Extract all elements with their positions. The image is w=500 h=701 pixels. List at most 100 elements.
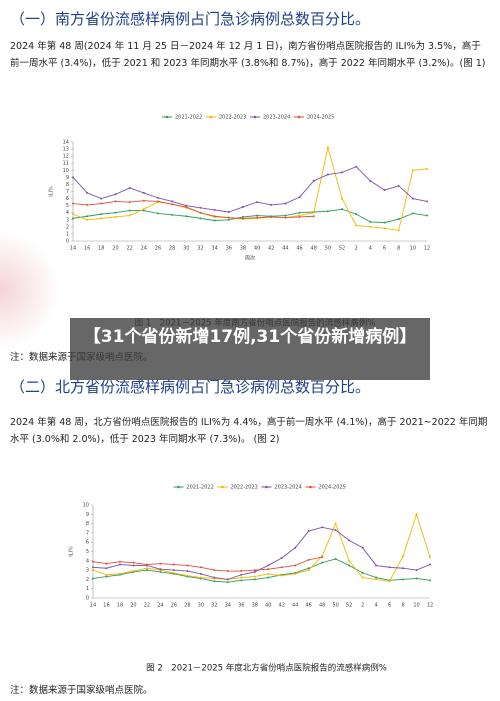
data-point [86, 191, 89, 194]
y-tick-label: 13 [63, 147, 69, 153]
data-point [298, 215, 301, 218]
data-point [145, 563, 148, 566]
data-point [397, 184, 400, 187]
data-point [321, 561, 324, 564]
x-tick-label: 46 [296, 246, 302, 252]
data-point [132, 561, 135, 564]
data-point [388, 566, 391, 569]
x-tick-label: 52 [346, 603, 352, 609]
data-point [86, 203, 89, 206]
legend-label: 2024-2025 [319, 485, 346, 491]
data-point [270, 203, 273, 206]
x-tick-label: 4 [369, 246, 372, 252]
data-point [213, 208, 216, 211]
y-tick-label: 4 [86, 558, 89, 564]
data-point [294, 564, 297, 567]
x-tick-label: 30 [198, 603, 204, 609]
data-point [294, 546, 297, 549]
data-point [199, 576, 202, 579]
data-point [280, 557, 283, 560]
data-point [156, 200, 159, 203]
x-tick-label: 18 [98, 246, 104, 252]
data-point [361, 571, 364, 574]
y-tick-label: 7 [86, 530, 89, 536]
x-tick-label: 14 [90, 603, 96, 609]
data-point [114, 193, 117, 196]
heading: （一）南方省份流感样病例占门急诊病例总数百分比。 [10, 10, 371, 28]
data-point [226, 578, 229, 581]
x-tick-label: 48 [319, 603, 325, 609]
x-tick-label: 22 [144, 603, 150, 609]
x-tick-label: 22 [126, 246, 132, 252]
series-line [72, 200, 314, 219]
data-point [402, 578, 405, 581]
data-point [171, 213, 174, 216]
x-tick-label: 46 [305, 603, 311, 609]
data-point [105, 575, 108, 578]
data-point [307, 530, 310, 533]
data-point [227, 211, 230, 214]
data-point [375, 576, 378, 579]
data-point [294, 572, 297, 575]
data-point [199, 211, 202, 214]
data-point [159, 562, 162, 565]
data-point [415, 569, 418, 572]
x-tick-label: 2 [361, 603, 364, 609]
data-point [348, 539, 351, 542]
data-point [326, 146, 329, 149]
y-axis-label: ILI% [49, 186, 55, 197]
legend-label: 2023-2024 [275, 485, 302, 491]
data-point [226, 581, 229, 584]
x-tick-label: 42 [279, 603, 285, 609]
x-tick-label: 44 [282, 246, 288, 252]
data-point [256, 214, 259, 217]
data-point [397, 218, 400, 221]
data-point [128, 201, 131, 204]
data-point [100, 197, 103, 200]
data-point [92, 569, 94, 572]
data-point [402, 555, 405, 558]
x-tick-label: 16 [84, 246, 90, 252]
x-tick-label: 24 [157, 603, 163, 609]
series-line [92, 526, 431, 580]
x-tick-label: 10 [410, 246, 416, 252]
data-point [312, 215, 315, 218]
series-line [92, 556, 323, 572]
data-point [199, 572, 202, 575]
data-point [186, 570, 189, 573]
legend-marker [253, 115, 257, 119]
data-point [415, 513, 418, 516]
data-point [240, 573, 243, 576]
data-point [355, 213, 358, 216]
data-point [92, 566, 94, 569]
x-tick-label: 10 [413, 603, 419, 609]
x-tick-label: 50 [332, 603, 338, 609]
data-point [334, 529, 337, 532]
x-tick-label: 28 [169, 246, 175, 252]
data-point [114, 211, 117, 214]
data-point [426, 214, 428, 217]
data-point [415, 577, 418, 580]
data-point [270, 215, 273, 218]
data-point [253, 578, 256, 581]
x-axis-label: 周次 [245, 255, 255, 262]
data-point [383, 227, 386, 230]
legend-label: 2021-2022 [187, 485, 214, 491]
x-tick-label: 38 [240, 246, 246, 252]
data-point [100, 213, 103, 216]
y-tick-label: 0 [66, 239, 69, 245]
y-tick-label: 12 [63, 154, 69, 160]
data-point [280, 566, 283, 569]
data-point [145, 569, 148, 572]
data-point [426, 200, 428, 203]
x-tick-label: 24 [141, 246, 147, 252]
data-point [213, 580, 216, 583]
data-point [72, 176, 74, 179]
data-point [312, 211, 315, 214]
data-point [253, 570, 256, 573]
data-point [72, 202, 74, 205]
data-point [199, 566, 202, 569]
x-tick-label: 34 [211, 246, 217, 252]
data-point [341, 197, 344, 200]
